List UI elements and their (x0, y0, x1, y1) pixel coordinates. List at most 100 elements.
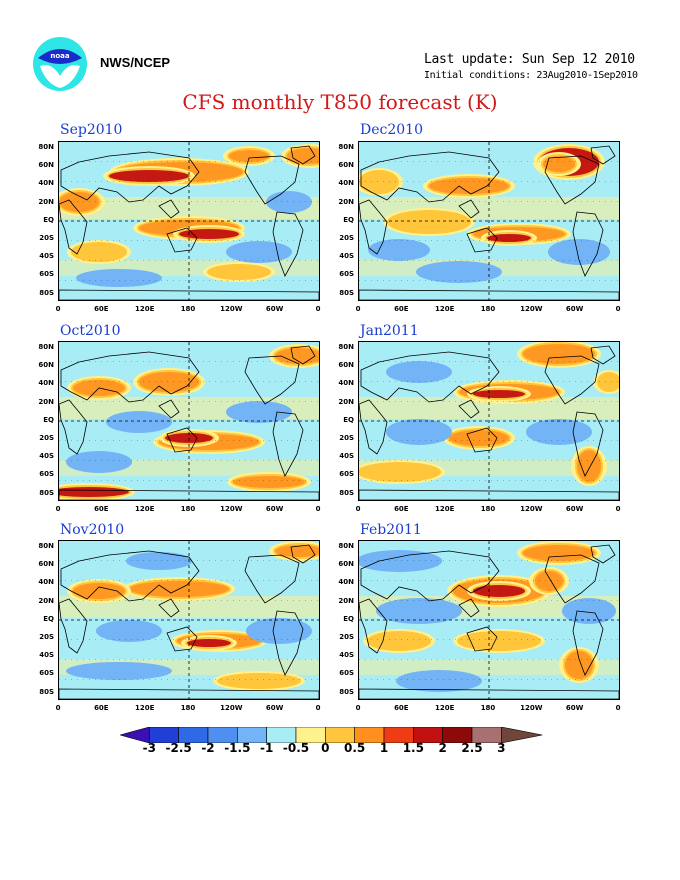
lat-tick-label: 80N (338, 343, 354, 351)
lat-tick-label: 60S (339, 669, 354, 678)
lon-tick-label: 120E (134, 704, 155, 712)
lat-tick-label: 60S (39, 270, 54, 279)
map-panel-oct2010 (58, 341, 320, 501)
org-name: NWS/NCEP (100, 55, 171, 70)
lon-tick-label: 60E (394, 505, 409, 513)
lat-tick-label: 80N (338, 143, 354, 151)
lon-tick-label: 60W (565, 305, 584, 313)
lon-tick-label: 120W (520, 505, 543, 513)
lat-tick-label: 80S (39, 288, 54, 297)
lon-tick-label: 60W (565, 704, 584, 712)
lon-tick-label: 60E (394, 704, 409, 712)
lat-tick-label: 40S (339, 651, 354, 660)
lon-tick-label: 0 (615, 505, 621, 513)
lon-tick-label: 60E (94, 505, 109, 513)
lon-tick-label: 60W (265, 704, 284, 712)
lat-tick-label: 60S (339, 270, 354, 279)
lon-tick-label: 120E (134, 305, 155, 313)
lat-tick-label: 60S (39, 669, 54, 678)
lat-tick-label: 80S (339, 288, 354, 297)
lon-tick-label: 120W (520, 305, 543, 313)
lon-tick-label: 120E (434, 505, 455, 513)
lat-tick-label: 60N (338, 161, 354, 170)
last-update: Last update: Sun Sep 12 2010 (424, 52, 635, 67)
lat-tick-label: 60N (338, 560, 354, 569)
lat-tick-label: 60S (339, 470, 354, 479)
panel-title-dec2010: Dec2010 (360, 122, 423, 138)
lat-tick-label: 20S (339, 633, 354, 641)
lat-tick-label: 20N (38, 197, 54, 206)
colorbar-label: 2 (438, 741, 447, 755)
lon-tick-label: 60E (394, 305, 409, 313)
lat-tick-label: 20S (39, 434, 54, 442)
lat-tick-label: 40S (339, 252, 354, 261)
map-panel-jan2011 (358, 341, 620, 501)
noaa-logo: noaa (33, 37, 87, 91)
lon-tick-label: 0 (355, 305, 361, 313)
lat-tick-label: 40N (338, 578, 354, 587)
map-panel-feb2011 (358, 540, 620, 700)
lon-tick-label: 0 (55, 305, 61, 313)
lon-tick-label: 120E (434, 704, 455, 712)
lat-tick-label: 60S (39, 470, 54, 479)
lon-tick-label: 120E (134, 505, 155, 513)
lon-tick-label: 60W (265, 305, 284, 313)
colorbar-label: 0.5 (344, 741, 366, 755)
page-title: CFS monthly T850 forecast (K) (182, 90, 498, 114)
lon-tick-label: 180 (480, 305, 496, 313)
lon-tick-label: 0 (315, 305, 321, 313)
colorbar-label: 1.5 (402, 741, 424, 755)
lon-tick-label: 60W (565, 505, 584, 513)
map-panel-sep2010 (58, 141, 320, 301)
svg-text:noaa: noaa (50, 52, 70, 60)
lon-tick-label: 0 (615, 704, 621, 712)
colorbar-label: -2 (201, 741, 215, 755)
colorbar-label: -2.5 (165, 741, 192, 755)
lat-tick-label: 40S (339, 452, 354, 461)
lon-tick-label: 180 (180, 505, 196, 513)
lat-tick-label: 20S (39, 633, 54, 641)
lat-tick-label: 20S (339, 234, 354, 242)
colorbar-label: -1.5 (224, 741, 251, 755)
lat-tick-label: 80S (339, 488, 354, 497)
lon-tick-label: 180 (480, 704, 496, 712)
lon-tick-label: 0 (615, 305, 621, 313)
map-panel-nov2010 (58, 540, 320, 700)
lon-tick-label: 180 (180, 305, 196, 313)
lat-tick-label: 20N (338, 397, 354, 406)
lon-tick-label: 180 (180, 704, 196, 712)
colorbar-label: 2.5 (461, 741, 483, 755)
lat-tick-label: 60N (38, 560, 54, 569)
panel-title-feb2011: Feb2011 (360, 522, 422, 538)
lat-tick-label: 40S (39, 252, 54, 261)
lon-tick-label: 60E (94, 305, 109, 313)
lat-tick-label: EQ (43, 215, 54, 224)
panel-title-nov2010: Nov2010 (60, 522, 125, 538)
lon-tick-label: 0 (315, 505, 321, 513)
lat-tick-label: EQ (343, 215, 354, 224)
colorbar-label: 3 (497, 741, 506, 755)
lat-tick-label: 80N (338, 542, 354, 550)
lat-tick-label: 40N (338, 179, 354, 188)
colorbar (120, 727, 543, 743)
lat-tick-label: 20N (38, 397, 54, 406)
lon-tick-label: 120E (434, 305, 455, 313)
lat-tick-label: 60N (38, 161, 54, 170)
colorbar-label: -0.5 (282, 741, 310, 755)
lon-tick-label: 60E (94, 704, 109, 712)
lat-tick-label: EQ (43, 614, 54, 623)
lon-tick-label: 0 (315, 704, 321, 712)
lon-tick-label: 120W (520, 704, 543, 712)
lat-tick-label: 80S (39, 488, 54, 497)
lat-tick-label: 20N (338, 596, 354, 605)
lon-tick-label: 0 (355, 505, 361, 513)
lat-tick-label: 40N (38, 578, 54, 587)
panel-title-oct2010: Oct2010 (60, 323, 121, 339)
lat-tick-label: 60N (338, 361, 354, 370)
lat-tick-label: 40N (338, 379, 354, 388)
lat-tick-label: 20N (38, 596, 54, 605)
colorbar-label: 1 (379, 741, 389, 755)
lat-tick-label: 20S (39, 234, 54, 242)
lat-tick-label: 40S (39, 651, 54, 660)
lat-tick-label: EQ (343, 614, 354, 623)
